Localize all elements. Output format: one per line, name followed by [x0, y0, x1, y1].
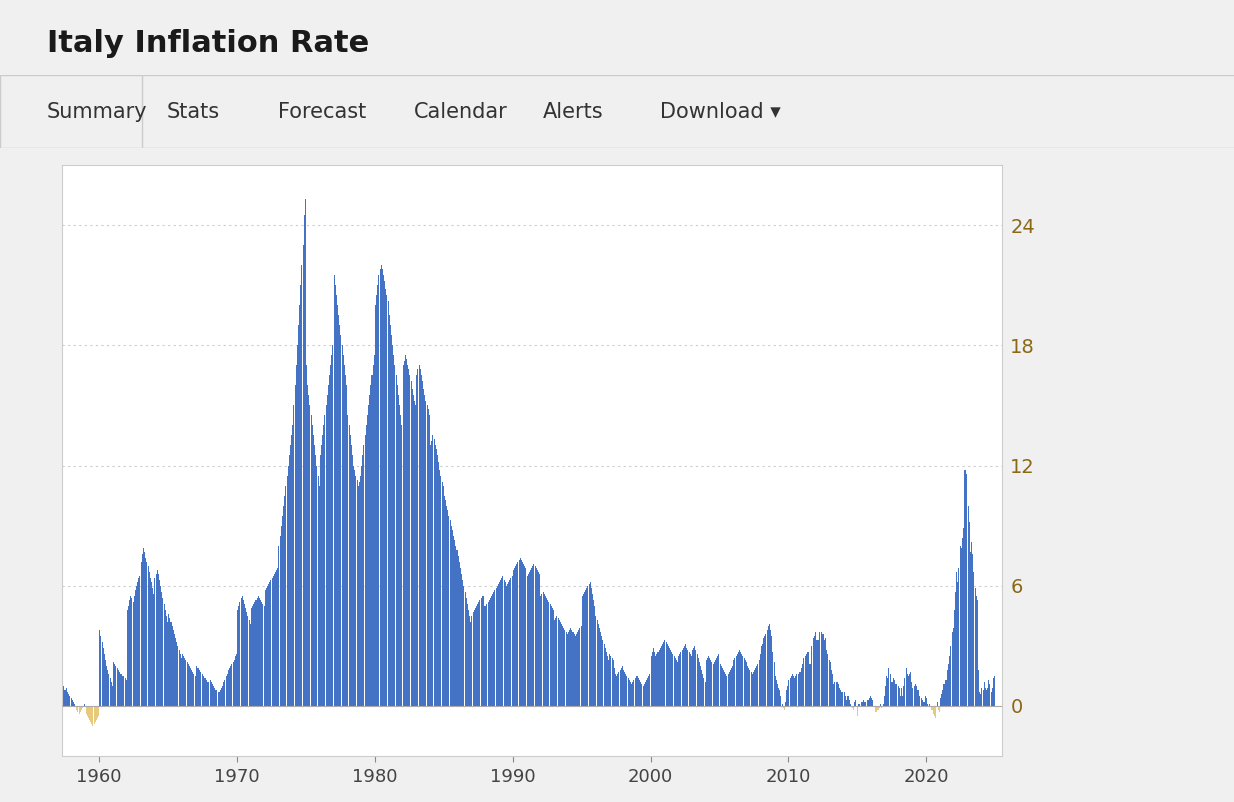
Text: Download ▾: Download ▾ [660, 102, 781, 121]
Text: Calendar: Calendar [413, 102, 507, 121]
Text: Summary: Summary [47, 102, 148, 121]
Text: Forecast: Forecast [278, 102, 366, 121]
Text: Alerts: Alerts [543, 102, 603, 121]
Text: Stats: Stats [167, 102, 220, 121]
Text: Italy Inflation Rate: Italy Inflation Rate [47, 29, 369, 58]
